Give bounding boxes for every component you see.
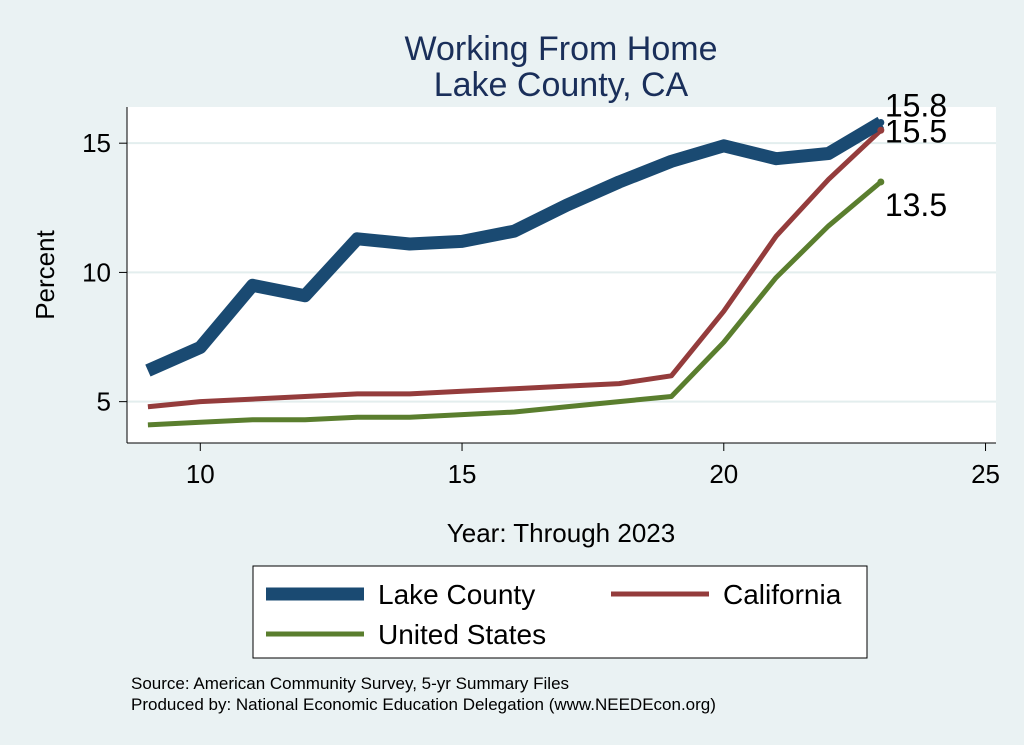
tick-labels: 5 10 15 10 15 20 25 [82,128,1000,489]
y-tick-label: 15 [82,128,111,158]
source-line-2: Produced by: National Economic Education… [131,695,716,714]
y-tick-label: 10 [82,257,111,287]
x-tick-label: 15 [448,459,477,489]
chart-title: Working From Home [405,30,718,68]
y-tick-label: 5 [97,387,111,417]
end-value-label: 13.5 [885,187,947,223]
x-tick-label: 20 [709,459,738,489]
end-point-marker [877,126,885,134]
series-line-united-states [147,180,883,428]
legend-label: Lake County [378,579,535,610]
legend-label: United States [378,619,546,650]
axes [119,107,996,451]
end-value-label: 15.5 [885,113,947,149]
y-axis-title: Percent [30,229,60,319]
x-axis-title: Year: Through 2023 [447,518,675,548]
legend: Lake County California United States [252,565,868,659]
x-tick-label: 10 [186,459,215,489]
series-line-lake-county [145,116,885,377]
series-lines [145,116,885,428]
end-labels: 15.815.5 13.5 [877,88,947,223]
end-point-marker [877,119,885,127]
chart-subtitle: Lake County, CA [434,66,689,104]
series-line-california [147,128,883,410]
legend-label: California [723,579,842,610]
legend-box [252,565,868,659]
source-line-1: Source: American Community Survey, 5-yr … [131,674,569,693]
x-tick-label: 25 [971,459,1000,489]
plot-area [127,107,996,443]
end-point-marker [877,178,885,186]
end-value-label: 15.8 [885,88,947,124]
